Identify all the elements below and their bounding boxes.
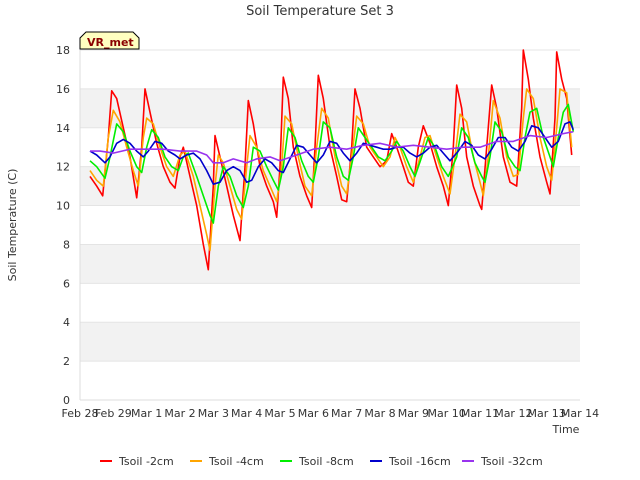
legend-label: Tsoil -4cm (208, 455, 264, 468)
badge-shape (79, 31, 140, 50)
grid-bands (79, 49, 580, 401)
x-tick-label: Mar 3 (198, 407, 229, 420)
x-tick-label: Feb 28 (62, 407, 99, 420)
y-tick-label: 18 (56, 44, 70, 57)
x-tick-label: Mar 10 (428, 407, 466, 420)
grid-band (80, 166, 580, 206)
x-tick-label: Mar 4 (231, 407, 262, 420)
series-line-5 (90, 130, 574, 164)
x-tick-label: Mar 11 (461, 407, 499, 420)
series-lines (89, 49, 575, 271)
legend-label: Tsoil -2cm (118, 455, 174, 468)
series-line-1 (89, 49, 573, 271)
x-tick-label: Mar 2 (164, 407, 195, 420)
grid-band (80, 322, 580, 362)
badge: VR_met (79, 31, 140, 50)
y-tick-label: 12 (56, 161, 70, 174)
y-tick-label: 14 (56, 122, 70, 135)
legend-label: Tsoil -8cm (298, 455, 354, 468)
x-tick-label: Feb 29 (95, 407, 132, 420)
x-tick-label: Mar 13 (528, 407, 566, 420)
y-tick-label: 2 (63, 355, 70, 368)
legend: Tsoil -2cm Tsoil -4cm Tsoil -8cm Tsoil -16c… (100, 455, 543, 468)
y-tick-label: 10 (56, 200, 70, 213)
grid-band (80, 244, 580, 284)
y-tick-label: 4 (63, 316, 70, 329)
x-tick-label: Mar 9 (398, 407, 429, 420)
x-tick-label: Mar 7 (331, 407, 362, 420)
legend-item-2: Tsoil -4cm (190, 455, 264, 468)
legend-label: Tsoil -16cm (388, 455, 451, 468)
legend-label: Tsoil -32cm (480, 455, 543, 468)
x-tick-label: Mar 1 (131, 407, 162, 420)
legend-item-4: Tsoil -16cm (370, 455, 451, 468)
x-axis-label: Time (552, 423, 580, 436)
y-axis-label: Soil Temperature (C) (6, 169, 19, 282)
legend-item-1: Tsoil -2cm (100, 455, 174, 468)
legend-item-5: Tsoil -32cm (462, 455, 543, 468)
y-axis-ticks: 0 2 4 6 8 10 12 14 16 18 (56, 44, 70, 407)
grid-band (80, 88, 580, 128)
chart-title: Soil Temperature Set 3 (246, 4, 394, 19)
y-tick-label: 8 (63, 238, 70, 251)
y-tick-label: 16 (56, 83, 70, 96)
x-tick-label: Mar 8 (364, 407, 395, 420)
badge-label: VR_met (87, 36, 134, 49)
legend-item-3: Tsoil -8cm (280, 455, 354, 468)
y-tick-label: 0 (63, 394, 70, 407)
x-tick-label: Mar 6 (298, 407, 329, 420)
y-tick-label: 6 (63, 277, 70, 290)
x-tick-label: Mar 14 (561, 407, 599, 420)
x-tick-label: Mar 5 (264, 407, 295, 420)
x-tick-label: Mar 12 (494, 407, 532, 420)
